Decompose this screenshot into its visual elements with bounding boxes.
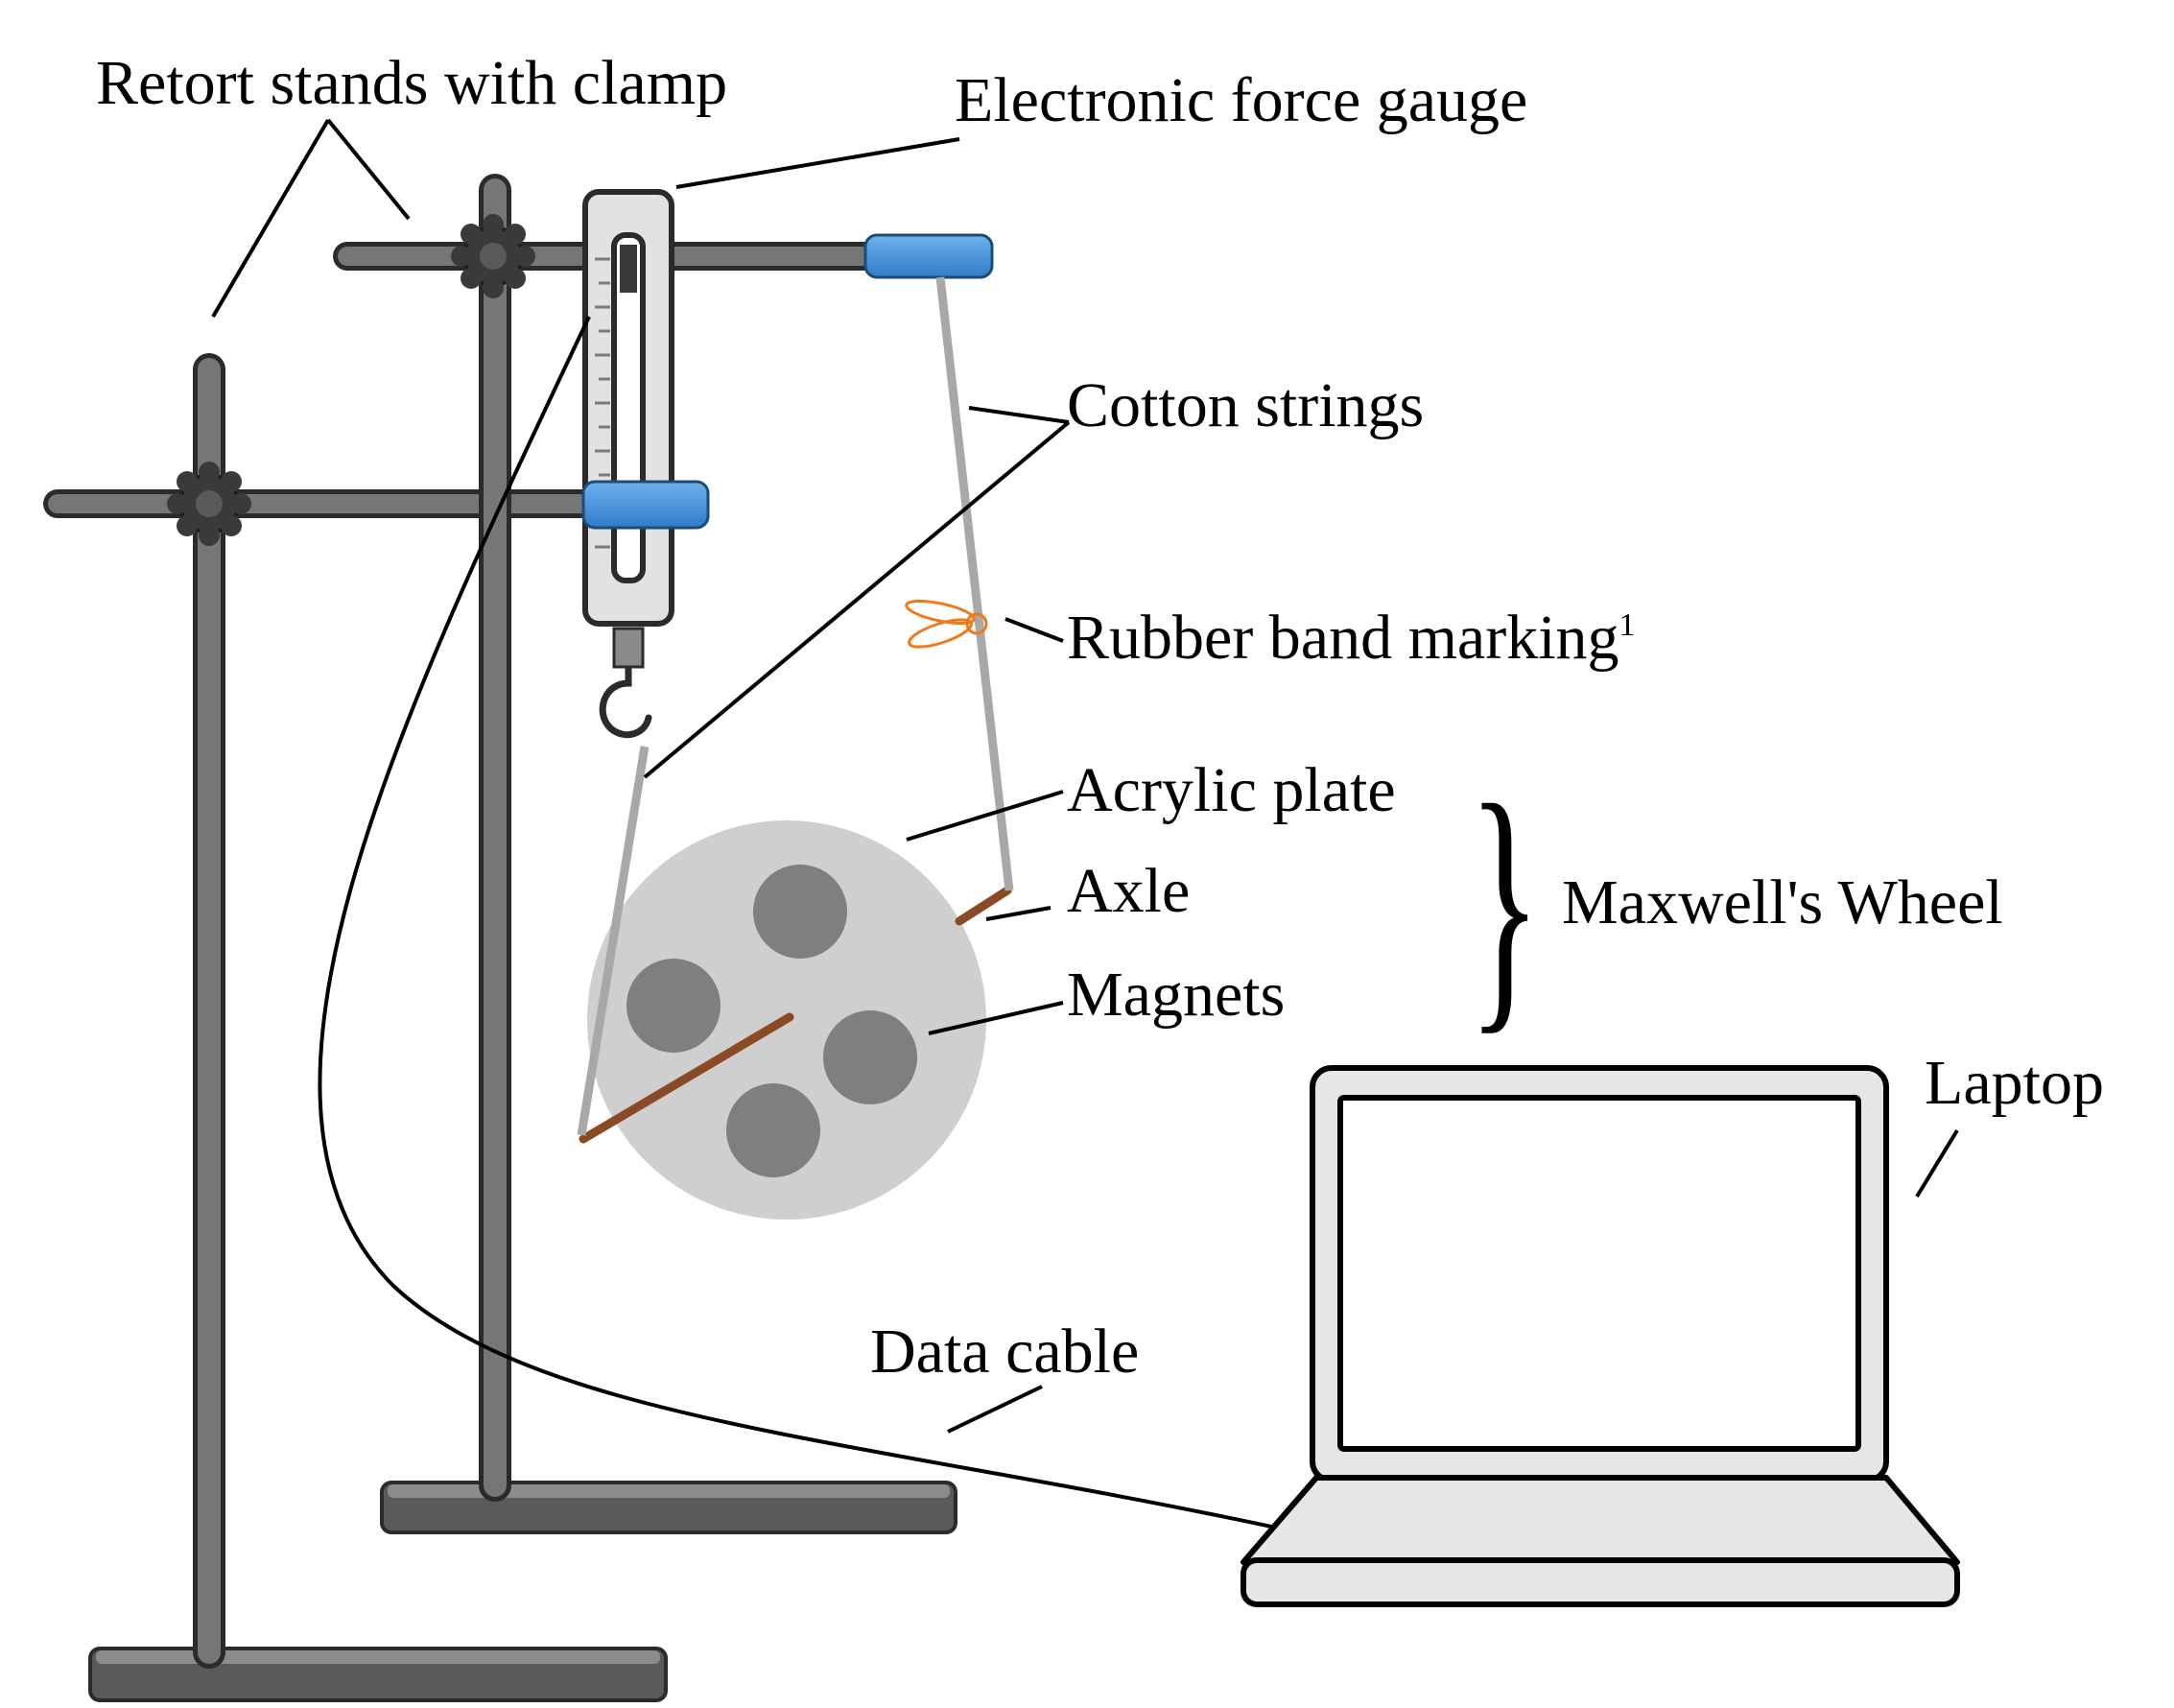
label-force-gauge: Electronic force gauge (955, 65, 1527, 135)
blue-clamp-upper (863, 233, 994, 279)
magnet-top (753, 865, 847, 959)
hook-icon (599, 665, 652, 739)
cotton-string-left (577, 746, 650, 1136)
leader-string-right (968, 406, 1070, 424)
clamp-knob-left-icon (167, 462, 251, 546)
label-axle: Axle (1067, 856, 1190, 926)
leader-acrylic-plate (906, 790, 1064, 842)
rubber-band-icon (905, 599, 988, 649)
label-rubber-band: Rubber band marking1 (1067, 603, 1636, 673)
blue-clamp-lower (581, 480, 710, 530)
leader-force-gauge (675, 137, 960, 189)
leader-retort-left (211, 118, 330, 319)
clamp-knob-right-icon (451, 214, 535, 298)
laptop-screen (1337, 1095, 1861, 1452)
leader-rubber-band (1004, 617, 1064, 643)
stand-base-right-highlight (388, 1484, 950, 1498)
label-laptop: Laptop (1925, 1048, 2104, 1118)
laptop-keyboard-deck (1241, 1475, 1960, 1565)
axle-front (955, 886, 1012, 926)
leader-string-left (643, 420, 1071, 779)
label-magnets: Magnets (1067, 960, 1285, 1030)
label-rubber-band-text: Rubber band marking (1067, 603, 1619, 673)
gauge-stem (612, 627, 645, 669)
leader-retort-right (326, 118, 411, 221)
magnet-bottom (726, 1083, 820, 1177)
leader-laptop (1915, 1128, 1959, 1198)
retort-stand-right (333, 174, 957, 1534)
leader-axle (985, 906, 1052, 921)
leader-data-cable (947, 1385, 1043, 1434)
label-acrylic-plate: Acrylic plate (1067, 755, 1396, 825)
axle-rear (579, 1012, 794, 1144)
laptop (1241, 1065, 1960, 1607)
leader-magnets (928, 1001, 1064, 1035)
laptop-base (1241, 1557, 1960, 1607)
magnet-right (823, 1010, 917, 1104)
force-gauge (582, 189, 674, 739)
data-cable (318, 316, 1277, 1530)
label-cotton-strings: Cotton strings (1067, 370, 1424, 440)
gauge-indicator (620, 245, 637, 293)
brace-icon: } (1468, 747, 1542, 1056)
maxwells-wheel (579, 820, 1012, 1220)
label-maxwells-wheel: Maxwell's Wheel (1562, 867, 2003, 937)
stand-base-left-highlight (96, 1650, 660, 1664)
label-data-cable: Data cable (870, 1317, 1139, 1387)
label-rubber-band-note: 1 (1619, 607, 1636, 643)
magnet-left (626, 959, 721, 1053)
label-retort-stands: Retort stands with clamp (96, 48, 727, 118)
leader-lines (211, 118, 1959, 1434)
cotton-string-right (935, 276, 1014, 891)
